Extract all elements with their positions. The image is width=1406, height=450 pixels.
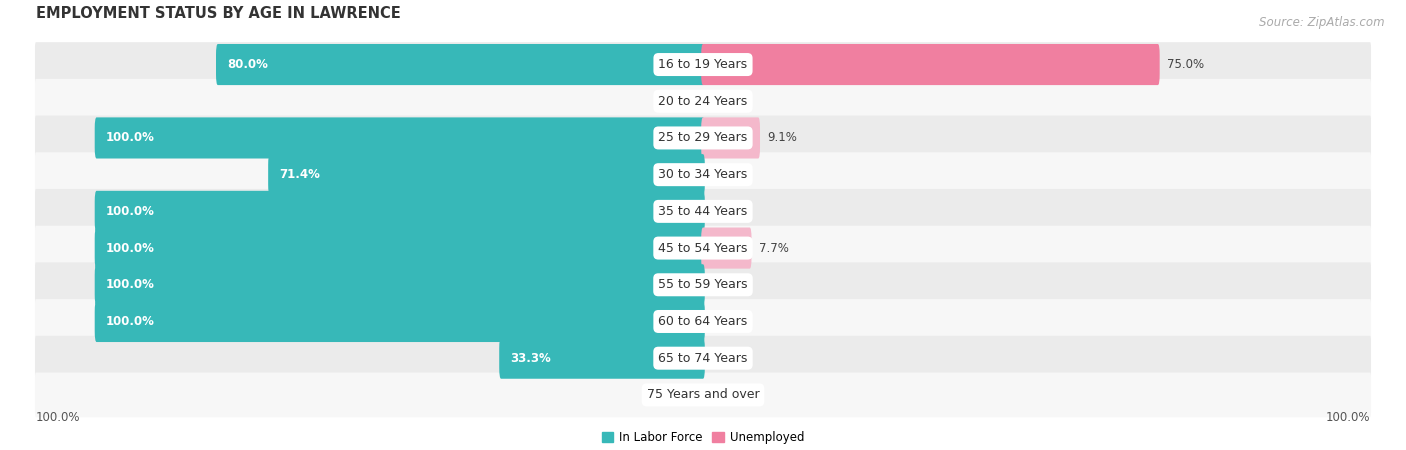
Text: 100.0%: 100.0% — [105, 315, 155, 328]
Text: 65 to 74 Years: 65 to 74 Years — [658, 352, 748, 365]
Text: 100.0%: 100.0% — [105, 205, 155, 218]
Text: 100.0%: 100.0% — [1326, 410, 1369, 423]
FancyBboxPatch shape — [35, 116, 1371, 160]
Text: 75 Years and over: 75 Years and over — [647, 388, 759, 401]
Text: 0.0%: 0.0% — [716, 168, 745, 181]
Text: 100.0%: 100.0% — [105, 242, 155, 255]
Text: Source: ZipAtlas.com: Source: ZipAtlas.com — [1260, 16, 1385, 29]
Text: 33.3%: 33.3% — [510, 352, 551, 365]
Text: 0.0%: 0.0% — [661, 388, 690, 401]
Text: 100.0%: 100.0% — [105, 131, 155, 144]
Text: 35 to 44 Years: 35 to 44 Years — [658, 205, 748, 218]
Text: 25 to 29 Years: 25 to 29 Years — [658, 131, 748, 144]
Text: 60 to 64 Years: 60 to 64 Years — [658, 315, 748, 328]
Text: 7.7%: 7.7% — [759, 242, 789, 255]
FancyBboxPatch shape — [702, 117, 761, 158]
FancyBboxPatch shape — [35, 152, 1371, 197]
FancyBboxPatch shape — [35, 42, 1371, 87]
FancyBboxPatch shape — [35, 79, 1371, 124]
FancyBboxPatch shape — [35, 189, 1371, 234]
Text: 0.0%: 0.0% — [716, 388, 745, 401]
Text: 75.0%: 75.0% — [1167, 58, 1204, 71]
Text: 45 to 54 Years: 45 to 54 Years — [658, 242, 748, 255]
FancyBboxPatch shape — [35, 373, 1371, 417]
FancyBboxPatch shape — [269, 154, 704, 195]
FancyBboxPatch shape — [94, 228, 704, 269]
FancyBboxPatch shape — [35, 226, 1371, 270]
Text: 80.0%: 80.0% — [226, 58, 267, 71]
FancyBboxPatch shape — [217, 44, 704, 85]
FancyBboxPatch shape — [94, 301, 704, 342]
FancyBboxPatch shape — [35, 336, 1371, 381]
Text: 0.0%: 0.0% — [716, 205, 745, 218]
Text: 9.1%: 9.1% — [768, 131, 797, 144]
Text: 100.0%: 100.0% — [37, 410, 80, 423]
Text: 0.0%: 0.0% — [716, 278, 745, 291]
FancyBboxPatch shape — [35, 262, 1371, 307]
Text: 100.0%: 100.0% — [105, 278, 155, 291]
Text: 0.0%: 0.0% — [661, 95, 690, 108]
Text: 0.0%: 0.0% — [716, 95, 745, 108]
Text: 30 to 34 Years: 30 to 34 Years — [658, 168, 748, 181]
Text: 0.0%: 0.0% — [716, 315, 745, 328]
Text: 0.0%: 0.0% — [716, 352, 745, 365]
Text: EMPLOYMENT STATUS BY AGE IN LAWRENCE: EMPLOYMENT STATUS BY AGE IN LAWRENCE — [37, 6, 401, 21]
FancyBboxPatch shape — [702, 44, 1160, 85]
Text: 16 to 19 Years: 16 to 19 Years — [658, 58, 748, 71]
FancyBboxPatch shape — [94, 191, 704, 232]
FancyBboxPatch shape — [499, 338, 704, 379]
FancyBboxPatch shape — [94, 264, 704, 306]
FancyBboxPatch shape — [702, 228, 752, 269]
Text: 71.4%: 71.4% — [278, 168, 321, 181]
Text: 20 to 24 Years: 20 to 24 Years — [658, 95, 748, 108]
FancyBboxPatch shape — [94, 117, 704, 158]
FancyBboxPatch shape — [35, 299, 1371, 344]
Legend: In Labor Force, Unemployed: In Labor Force, Unemployed — [598, 427, 808, 449]
Text: 55 to 59 Years: 55 to 59 Years — [658, 278, 748, 291]
